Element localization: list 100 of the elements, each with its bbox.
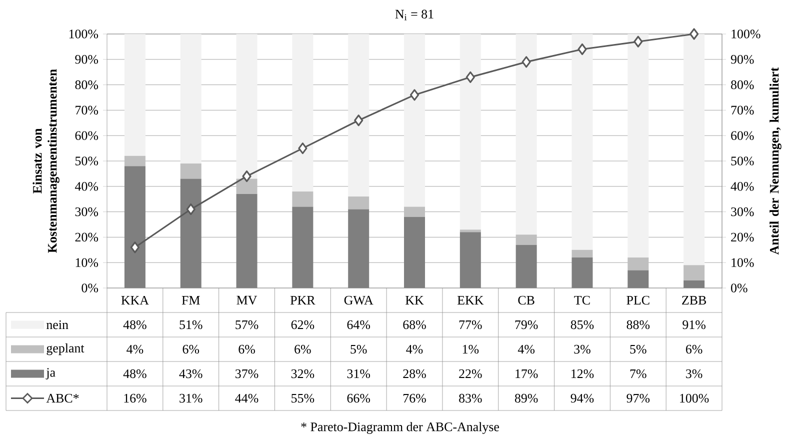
bar bbox=[460, 232, 481, 288]
point bbox=[522, 56, 531, 68]
point bbox=[410, 89, 420, 101]
data-label: 31% bbox=[180, 394, 202, 403]
bar bbox=[684, 265, 705, 280]
y-tick-label: 40% bbox=[74, 182, 98, 191]
data-label: 77% bbox=[459, 320, 482, 330]
text: * Pareto-Diagramm der ABC-Analyse bbox=[301, 422, 500, 434]
x-tick-label: TC bbox=[574, 296, 590, 305]
legend-label: ja bbox=[46, 368, 56, 380]
data-label: 83% bbox=[459, 394, 482, 403]
y-tick-label: 0% bbox=[82, 284, 98, 292]
x-tick-label: CB bbox=[518, 296, 534, 305]
data-label: 37% bbox=[236, 369, 258, 378]
data-label: 32% bbox=[291, 369, 314, 378]
data-label: 64% bbox=[347, 320, 370, 330]
bar bbox=[348, 34, 370, 197]
y-tick-label: 10% bbox=[76, 258, 98, 267]
data-label: 6% bbox=[686, 344, 702, 354]
y2-tick-label: 30% bbox=[731, 207, 754, 216]
y-axis-title: Einsatz von Kostenmanagementinstrumenten bbox=[32, 69, 60, 253]
bar bbox=[348, 196, 370, 210]
data-label: 66% bbox=[347, 394, 370, 403]
data-label: 44% bbox=[235, 394, 258, 403]
legend-label: geplant bbox=[46, 343, 84, 356]
data-label: 1% bbox=[462, 344, 479, 354]
x-tick-label: GWA bbox=[344, 296, 374, 305]
data-label: 79% bbox=[515, 320, 538, 330]
data-label: 76% bbox=[403, 394, 426, 403]
legend-label: ABC* bbox=[46, 394, 79, 403]
y-tick-label: 100% bbox=[69, 30, 98, 38]
x-tick-label: FM bbox=[182, 296, 200, 304]
bar bbox=[124, 156, 146, 166]
data-label: 100% bbox=[680, 394, 709, 403]
bar bbox=[628, 34, 649, 258]
bar bbox=[292, 191, 314, 207]
bar bbox=[516, 34, 537, 235]
data-label: 28% bbox=[403, 369, 426, 378]
y2-tick-label: 100% bbox=[732, 30, 760, 38]
bar bbox=[404, 34, 426, 207]
data-label: 4% bbox=[518, 344, 535, 354]
point bbox=[298, 142, 308, 154]
bar bbox=[236, 194, 258, 288]
y2-tick-label: 70% bbox=[731, 106, 754, 115]
bar bbox=[124, 166, 146, 288]
bar bbox=[292, 34, 314, 192]
bar bbox=[572, 258, 593, 288]
point bbox=[466, 71, 475, 83]
data-label: 12% bbox=[572, 369, 594, 378]
data-label: 89% bbox=[514, 394, 538, 403]
y-tick-label: 60% bbox=[75, 131, 98, 140]
bar bbox=[684, 280, 705, 288]
data-label: 43% bbox=[179, 369, 202, 378]
data-label: 97% bbox=[626, 394, 650, 403]
bar bbox=[180, 178, 202, 288]
data-label: 6% bbox=[294, 344, 311, 354]
bar bbox=[628, 258, 649, 270]
legend-label: nein bbox=[46, 320, 68, 330]
chart-title: N$_{i}$ = 81 bbox=[395, 10, 434, 20]
bar bbox=[124, 34, 146, 156]
data-label: 31% bbox=[347, 369, 370, 378]
y2-tick-label: 60% bbox=[731, 131, 754, 140]
data-label: 91% bbox=[682, 320, 706, 330]
bar bbox=[460, 34, 481, 230]
bar bbox=[516, 234, 537, 245]
data-label: 6% bbox=[182, 344, 200, 354]
y-tick-label: 50% bbox=[75, 156, 98, 166]
y2-tick-label: 90% bbox=[730, 55, 754, 64]
data-label: 57% bbox=[236, 320, 258, 330]
y2-tick-label: 80% bbox=[731, 80, 754, 90]
x-tick-label: PLC bbox=[626, 296, 650, 305]
x-tick-label: KKA bbox=[121, 296, 149, 305]
y2-tick-label: 20% bbox=[731, 232, 754, 242]
data-label: 17% bbox=[516, 369, 538, 378]
data-label: 5% bbox=[350, 344, 367, 354]
point bbox=[130, 242, 140, 254]
x-tick-label: ZBB bbox=[682, 296, 706, 304]
x-tick-label: PKR bbox=[290, 296, 316, 304]
data-label: 85% bbox=[570, 320, 594, 330]
data-label: 51% bbox=[180, 320, 202, 330]
data-label: 62% bbox=[291, 320, 314, 330]
point bbox=[354, 114, 364, 126]
data-label: 88% bbox=[626, 320, 650, 330]
data-label: 94% bbox=[570, 394, 594, 403]
data-label: 4% bbox=[406, 344, 423, 354]
bar bbox=[292, 206, 314, 288]
point bbox=[690, 28, 699, 40]
x-tick-label: EKK bbox=[457, 296, 484, 304]
y-tick-label: 30% bbox=[75, 207, 98, 216]
bar bbox=[180, 164, 202, 179]
point bbox=[634, 36, 643, 48]
bar bbox=[404, 206, 426, 217]
bar bbox=[348, 209, 370, 288]
point bbox=[186, 203, 196, 216]
bar bbox=[572, 34, 593, 250]
y2-tick-label: 50% bbox=[731, 156, 754, 166]
data-label: 4% bbox=[126, 344, 144, 354]
y-tick-label: 80% bbox=[75, 80, 98, 90]
data-label: 68% bbox=[403, 320, 426, 330]
point bbox=[242, 170, 252, 182]
